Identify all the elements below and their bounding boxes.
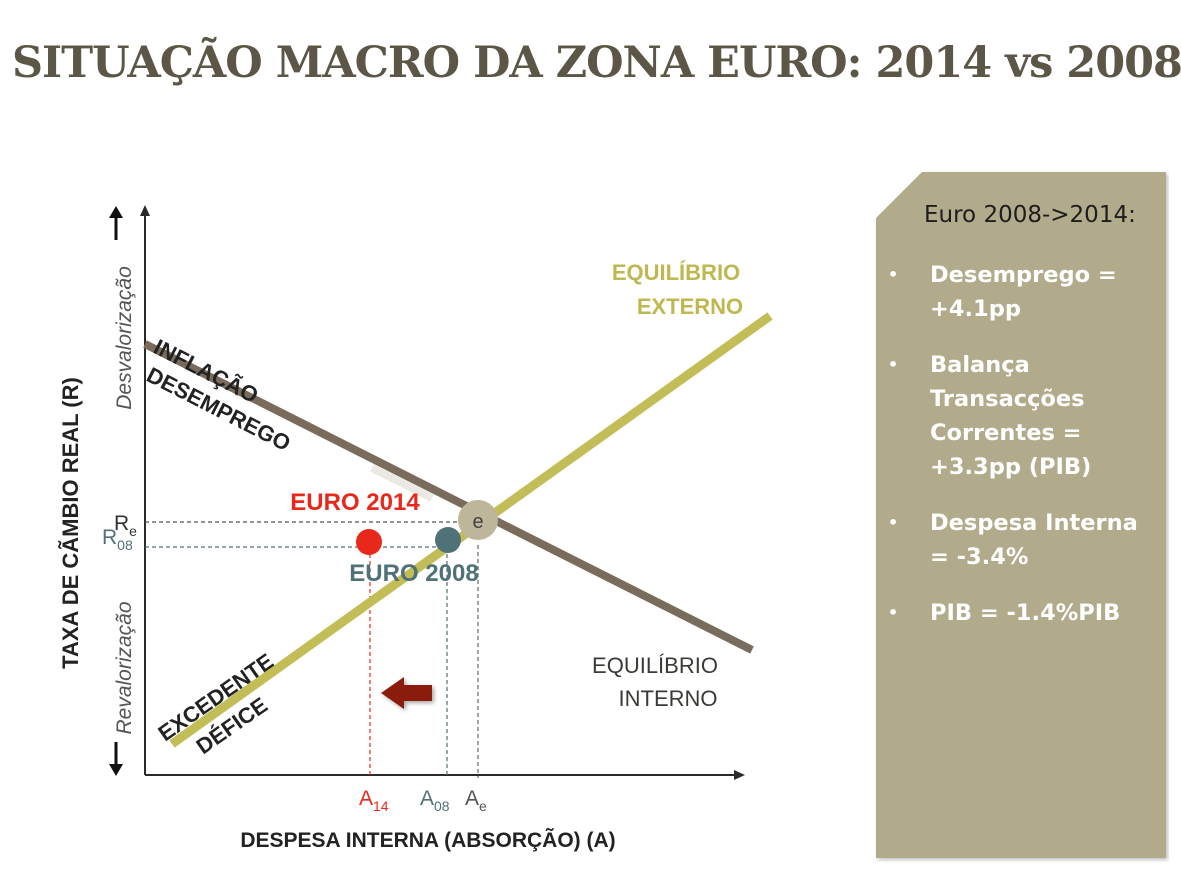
line-highlight [370,464,434,502]
euro-2014-point [356,529,382,555]
list-item: • Despesa Interna = -3.4% [874,506,1169,574]
left-arrow-icon [381,677,432,709]
panel-background [876,172,1166,858]
bullet-icon: • [888,265,899,284]
list-item: • Balança Transacções Correntes = +3.3pp … [874,348,1169,484]
macro-diagram: TAXA DE CÃMBIO REAL (R) DESPESA INTERNA … [58,205,773,852]
y-axis-arrowhead [140,205,150,216]
external-line-label-1: EQUILÍBRIO [612,260,740,285]
bullet-icon: • [888,603,899,622]
y-axis-label: TAXA DE CÃMBIO REAL (R) [58,377,83,669]
equilibrium-point [458,500,498,540]
equilibrium-label: e [472,511,483,533]
euro-2008-point [435,527,461,553]
summary-panel: Euro 2008->2014: • Desemprego = +4.1pp • B… [874,170,1169,862]
y-top-label: Desvalorização [113,266,136,410]
list-item: • PIB = -1.4%PIB [874,596,1169,630]
down-arrowhead-icon [109,764,123,776]
r-08-label: R08 [102,526,133,553]
euro-2014-label: EURO 2014 [290,489,420,516]
x-axis-arrowhead [734,770,745,780]
slide-title: SITUAÇÃO MACRO DA ZONA EURO: 2014 vs 200… [12,38,1181,88]
bullet-icon: • [888,355,899,374]
list-item: • Desemprego = +4.1pp [874,258,1169,326]
bullet-icon: • [888,513,899,532]
r-e-label: Re [114,512,137,539]
up-arrowhead-icon [109,206,123,218]
panel-heading: Euro 2008->2014: [924,202,1136,228]
x-axis-label: DESPESA INTERNA (ABSORÇÃO) (A) [240,829,615,852]
internal-line-label-1: EQUILÍBRIO [592,653,718,678]
internal-line-label-2: INTERNO [619,686,718,711]
summary-list: • Desemprego = +4.1pp • Balança Transacçõe… [874,258,1169,652]
a-08-label: A08 [420,787,450,814]
y-bottom-label: Revalorização [113,601,136,734]
euro-2008-label: EURO 2008 [349,560,478,587]
a-e-label: Ae [465,787,487,814]
a-14-label: A14 [359,787,389,814]
external-line-label-2: EXTERNO [637,294,743,319]
internal-equilibrium-line [143,340,754,654]
